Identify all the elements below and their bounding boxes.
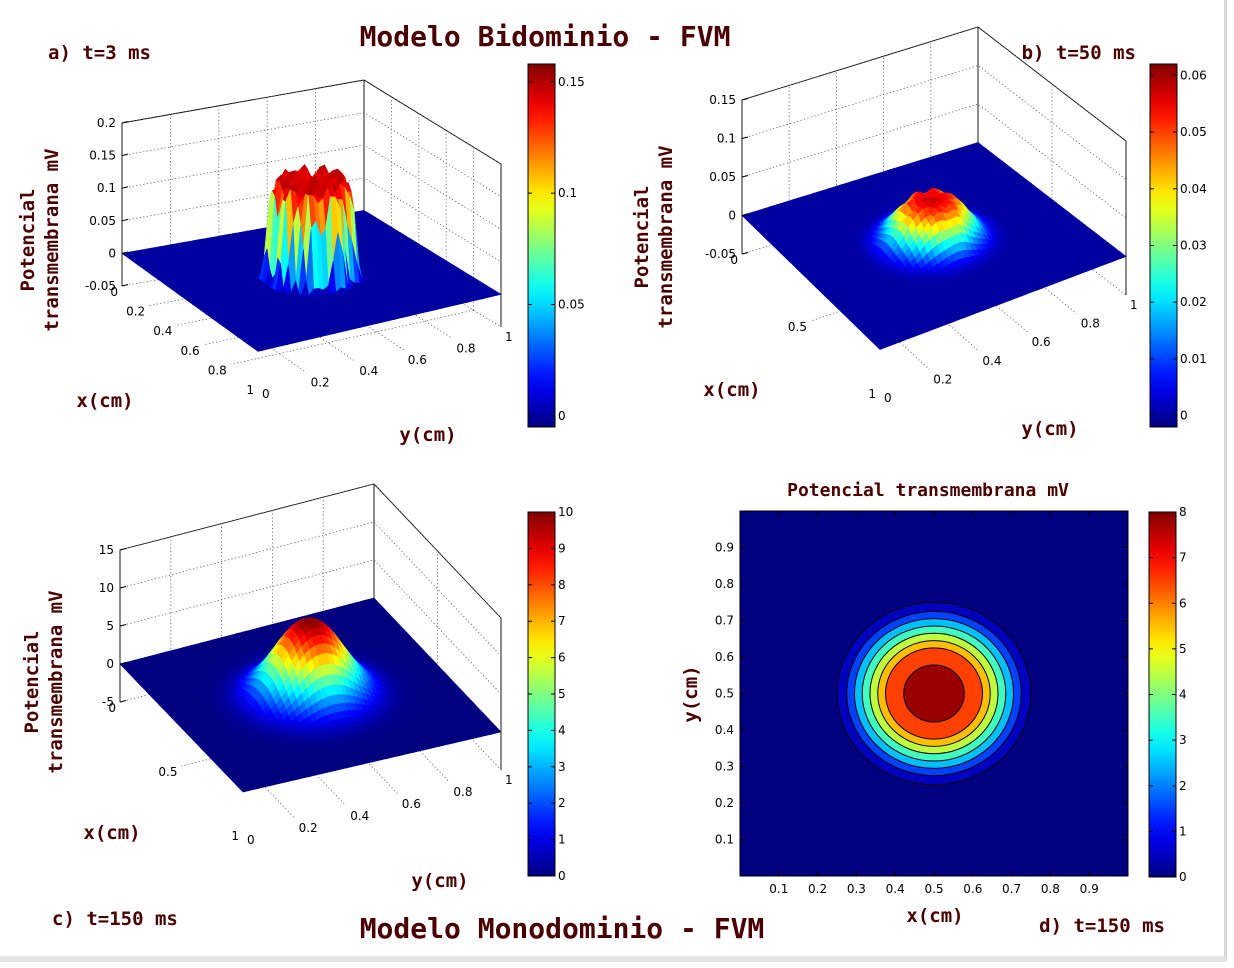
z-tick xyxy=(121,153,129,157)
colorbar-tick-label: 0 xyxy=(558,409,566,423)
panel-label: a) t=3 ms xyxy=(48,42,151,64)
y-axis-label: y(cm) xyxy=(399,424,456,446)
colorbar-tick-label: 0.15 xyxy=(558,75,585,89)
x-tick-label: 1 xyxy=(246,383,254,397)
y-tick-label: 0.2 xyxy=(311,376,330,390)
colorbar xyxy=(527,63,556,428)
surface-mesh xyxy=(121,163,502,352)
top-title: Modelo Bidominio - FVM xyxy=(360,20,731,53)
x-tick-label: 0 xyxy=(110,285,118,299)
x-tick-label: 0.2 xyxy=(126,305,145,319)
z-tick-label: 0 xyxy=(108,246,116,260)
y-tick-label: 0 xyxy=(262,387,270,401)
colorbar-tick-label: 0.05 xyxy=(558,298,585,312)
z-tick xyxy=(121,186,129,189)
floor-gridline xyxy=(218,268,356,362)
z-tick-label: 0.2 xyxy=(97,116,116,130)
y-tick-label: 0.8 xyxy=(456,341,475,355)
bottom-title: Modelo Monodominio - FVM xyxy=(360,912,765,945)
z-gridline xyxy=(121,112,502,197)
z-tick xyxy=(121,284,129,287)
z-axis-label: Potencial xyxy=(17,189,39,292)
x-axis-label: x(cm) xyxy=(76,390,133,412)
z-tick-label: 0.05 xyxy=(89,214,116,228)
x-tick-label: 0.4 xyxy=(153,324,172,338)
x-tick-label: 0.8 xyxy=(208,363,227,377)
z-axis-label: transmembrana mV xyxy=(41,148,63,331)
z-gridline xyxy=(121,144,502,230)
y-tick-label: 0.4 xyxy=(359,364,378,378)
z-gridline xyxy=(121,177,502,263)
z-tick-label: 0.15 xyxy=(89,149,116,163)
x-tick-label: 0.6 xyxy=(181,344,200,358)
y-tick-label: 0.6 xyxy=(408,353,427,367)
figure-canvas: Modelo Bidominio - FVM Modelo Monodomini… xyxy=(17,20,1207,945)
z-gridline xyxy=(121,79,502,165)
colorbar-tick-label: 0.1 xyxy=(558,186,577,200)
z-tick-label: 0.1 xyxy=(97,181,116,195)
z-tick xyxy=(121,218,129,222)
y-tick-label: 1 xyxy=(505,330,513,344)
